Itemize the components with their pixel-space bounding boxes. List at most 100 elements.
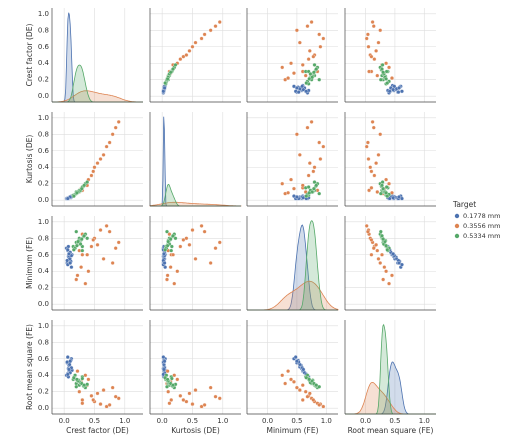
scatter-point xyxy=(80,252,85,257)
scatter-point xyxy=(74,243,79,248)
scatter-point xyxy=(166,389,171,394)
scatter-point xyxy=(208,28,213,33)
scatter-point xyxy=(368,165,373,170)
scatter-point xyxy=(68,261,73,265)
scatter-point xyxy=(297,388,302,393)
y-axis-label: Kurtosis (DE) xyxy=(25,135,34,184)
scatter-point xyxy=(76,239,81,244)
scatter-point xyxy=(113,125,118,130)
scatter-point xyxy=(387,181,391,186)
scatter-point xyxy=(297,40,302,45)
scatter-point xyxy=(397,86,401,90)
scatter-point xyxy=(307,161,312,166)
scatter-point xyxy=(307,190,312,195)
scatter-point xyxy=(172,373,177,378)
scatter-point xyxy=(375,190,380,194)
kde-area xyxy=(149,201,242,207)
scatter-point xyxy=(318,44,323,49)
scatter-point xyxy=(181,54,186,59)
scatter-point xyxy=(110,385,115,390)
scatter-point xyxy=(390,190,394,195)
scatter-point xyxy=(317,191,322,196)
scatter-point xyxy=(169,248,174,253)
scatter-point xyxy=(173,62,178,67)
scatter-point xyxy=(365,32,370,37)
scatter-point xyxy=(165,273,170,278)
scatter-point xyxy=(74,190,79,195)
scatter-point xyxy=(65,372,70,377)
legend-marker xyxy=(454,223,460,229)
scatter-point xyxy=(85,252,90,257)
scatter-point xyxy=(75,369,80,374)
scatter-point xyxy=(217,396,222,401)
scatter-point xyxy=(190,44,195,49)
scatter-point xyxy=(104,223,109,228)
scatter-point xyxy=(171,67,176,71)
scatter-point xyxy=(98,228,103,232)
scatter-point xyxy=(321,144,326,149)
scatter-point xyxy=(375,73,380,78)
kde-area xyxy=(52,90,143,103)
x-axis-label: Crest factor (DE) xyxy=(66,426,129,435)
y-tick-label: 0.2 xyxy=(38,76,49,84)
scatter-point xyxy=(95,161,100,166)
scatter-point xyxy=(86,269,91,274)
scatter-point xyxy=(167,232,172,237)
kde-area xyxy=(150,116,241,207)
legend-label: 0.3556 mm xyxy=(463,222,500,230)
scatter-point xyxy=(161,355,166,360)
scatter-point xyxy=(385,247,390,252)
y-tick-label: 1.0 xyxy=(38,114,49,122)
scatter-point xyxy=(217,20,222,24)
y-tick-label: 0.0 xyxy=(38,92,49,100)
scatter-point xyxy=(292,84,296,89)
scatter-point xyxy=(162,359,167,364)
scatter-point xyxy=(307,377,312,382)
scatter-point xyxy=(384,69,389,74)
scatter-point xyxy=(91,169,96,174)
scatter-point xyxy=(384,76,389,81)
scatter-point xyxy=(378,191,383,196)
scatter-point xyxy=(169,244,174,249)
y-tick-label: 0.8 xyxy=(38,130,49,138)
scatter-point xyxy=(387,281,391,286)
scatter-point xyxy=(294,194,299,199)
scatter-point xyxy=(311,169,316,174)
scatter-point xyxy=(306,173,311,178)
scatter-point xyxy=(67,367,71,372)
scatter-point xyxy=(167,401,172,406)
scatter-point xyxy=(71,194,76,199)
scatter-point xyxy=(378,28,383,33)
scatter-point xyxy=(89,244,94,249)
scatter-point xyxy=(101,388,106,393)
y-tick-label: 0.6 xyxy=(38,355,50,363)
scatter-point xyxy=(318,157,323,161)
scatter-point xyxy=(384,190,389,195)
scatter-point xyxy=(110,132,115,137)
x-tick-label: 1.0 xyxy=(419,417,430,425)
scatter-point xyxy=(74,229,79,234)
scatter-point xyxy=(366,157,371,161)
y-axis-label: Minimum (FE) xyxy=(25,237,34,289)
scatter-point xyxy=(110,261,115,265)
scatter-point xyxy=(193,388,198,393)
scatter-point xyxy=(321,36,326,41)
scatter-point xyxy=(364,223,369,228)
scatter-point xyxy=(116,396,121,401)
scatter-point xyxy=(369,185,374,190)
scatter-point xyxy=(71,247,76,252)
scatter-point xyxy=(95,242,100,247)
y-tick-label: 0.6 xyxy=(38,251,50,259)
scatter-point xyxy=(311,398,316,402)
y-tick-label: 0.6 xyxy=(38,147,50,155)
scatter-point xyxy=(312,180,317,185)
scatter-point xyxy=(85,180,90,185)
scatter-point xyxy=(66,244,71,249)
scatter-point xyxy=(67,251,71,256)
scatter-point xyxy=(184,399,189,404)
scatter-point xyxy=(89,393,94,398)
scatter-point xyxy=(77,389,82,394)
scatter-point xyxy=(309,20,314,24)
scatter-point xyxy=(162,261,167,265)
